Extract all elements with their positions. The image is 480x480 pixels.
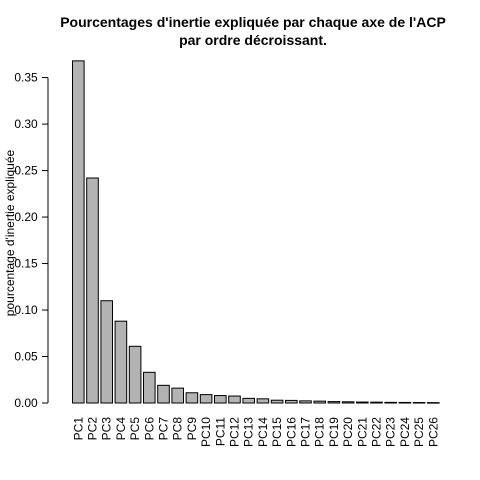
bar-pc14 (256, 398, 270, 404)
bar-pc7 (157, 384, 170, 404)
bar-pc16 (285, 399, 298, 404)
bar-pc23 (384, 401, 397, 404)
bar-pc13 (242, 397, 255, 404)
y-axis-label: pourcentage d'inertie expliquée (3, 149, 17, 316)
x-tick-label: PC16 (284, 417, 298, 447)
x-axis-labels: PC1 PC2 PC3 PC4 PC5 PC6 PC7 PC8 PC9 PC10 PC11 PC12 P… (71, 417, 440, 447)
chart-title-line-2: par ordre décroissant. (179, 32, 327, 48)
bar-pc6 (143, 371, 156, 404)
x-tick-label: PC23 (384, 417, 398, 447)
x-tick-label: PC9 (185, 417, 199, 441)
bar-pc22 (370, 401, 383, 404)
y-tick-label: 0.25 (14, 164, 38, 178)
y-tick-label: 0.10 (14, 303, 38, 317)
y-tick-label: 0.00 (14, 396, 38, 410)
x-tick-label: PC10 (199, 417, 213, 447)
bar-pc21 (356, 401, 369, 404)
x-tick-label: PC20 (341, 417, 355, 447)
y-tick-label: 0.05 (14, 350, 38, 364)
x-tick-label: PC26 (426, 417, 440, 447)
y-axis: 0.00 0.05 0.10 0.15 0.20 0.25 0.30 0.35 (14, 71, 49, 410)
bar-pc18 (313, 400, 326, 404)
x-tick-label: PC8 (171, 417, 185, 441)
bar-pc3 (100, 300, 114, 404)
bar-pc24 (398, 401, 412, 404)
chart-title-line-1: Pourcentages d'inertie expliquée par cha… (60, 14, 446, 30)
x-tick-label: PC1 (71, 417, 85, 441)
x-tick-label: PC7 (157, 417, 171, 441)
y-tick-label: 0.35 (14, 71, 38, 85)
x-tick-label: PC22 (370, 417, 384, 447)
x-tick-label: PC6 (142, 417, 156, 441)
bar-pc17 (299, 400, 312, 404)
bar-pc26 (427, 402, 440, 404)
chart-title: Pourcentages d'inertie expliquée par cha… (60, 14, 446, 48)
bar-pc20 (341, 401, 355, 404)
bar-pc15 (270, 399, 284, 404)
bar-pc19 (327, 401, 341, 404)
y-tick-label: 0.15 (14, 257, 38, 271)
bar-pc4 (114, 320, 128, 404)
bar-pc8 (171, 387, 184, 404)
bar-pc11 (214, 395, 227, 404)
x-tick-label: PC25 (412, 417, 426, 447)
bar-pc2 (86, 177, 99, 404)
bar-pc10 (199, 394, 213, 404)
x-tick-label: PC21 (355, 417, 369, 447)
x-tick-label: PC3 (100, 417, 114, 441)
bar-pc9 (185, 392, 199, 404)
x-tick-label: PC15 (270, 417, 284, 447)
x-tick-label: PC5 (128, 417, 142, 441)
bar-pc5 (128, 345, 142, 404)
bar-pc25 (412, 402, 426, 404)
x-tick-label: PC13 (242, 417, 256, 447)
x-tick-label: PC2 (86, 417, 100, 441)
y-tick-label: 0.30 (14, 117, 38, 131)
x-tick-label: PC18 (313, 417, 327, 447)
x-tick-label: PC17 (299, 417, 313, 447)
bars (72, 60, 440, 404)
x-tick-label: PC12 (228, 417, 242, 447)
x-tick-label: PC4 (114, 417, 128, 441)
x-tick-label: PC19 (327, 417, 341, 447)
x-tick-label: PC14 (256, 417, 270, 447)
x-tick-label: PC11 (213, 417, 227, 446)
y-tick-label: 0.20 (14, 210, 38, 224)
bar-pc1 (72, 60, 85, 404)
bar-pc12 (228, 395, 241, 404)
x-tick-label: PC24 (398, 417, 412, 447)
